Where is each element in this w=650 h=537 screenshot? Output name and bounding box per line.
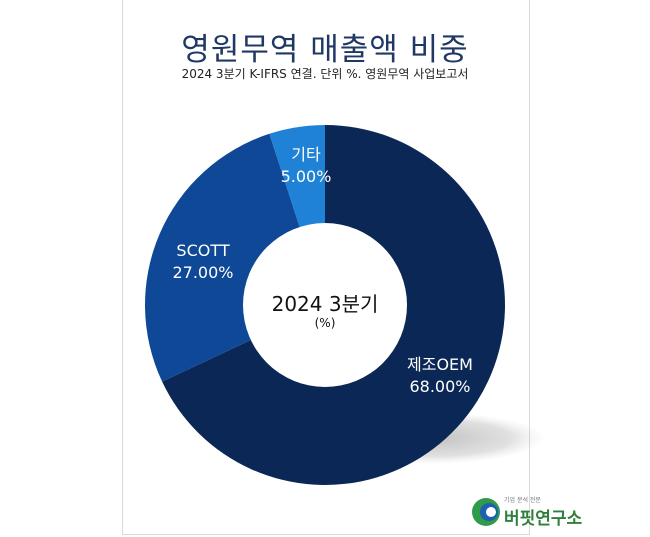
center-label: 2024 3분기 bbox=[271, 292, 379, 316]
chart-frame bbox=[122, 0, 530, 535]
logo-mark-icon bbox=[472, 498, 500, 526]
slice-value-label: 27.00% bbox=[172, 263, 234, 282]
slice-value-label: 68.00% bbox=[409, 377, 471, 396]
slice-label-scott: SCOTT 27.00% bbox=[158, 240, 248, 284]
slice-value-label: 5.00% bbox=[280, 167, 332, 186]
slice-category-label: 기타 bbox=[291, 145, 321, 164]
logo-name: 버핏연구소 bbox=[504, 509, 583, 529]
logo-tagline: 기업 분석 전문 bbox=[504, 497, 541, 504]
slice-category-label: SCOTT bbox=[176, 241, 230, 260]
slice-category-label: 제조OEM bbox=[407, 355, 473, 374]
chart-subtitle: 2024 3분기 K-IFRS 연결. 단위 %. 영원무역 사업보고서 bbox=[181, 67, 469, 81]
slice-label-other: 기타 5.00% bbox=[268, 144, 344, 188]
center-unit: (%) bbox=[314, 316, 336, 330]
slice-label-oem: 제조OEM 68.00% bbox=[392, 354, 488, 398]
brand-logo: 기업 분석 전문 버핏연구소 bbox=[470, 494, 600, 530]
chart-title: 영원무역 매출액 비중 bbox=[181, 32, 469, 68]
donut-hole bbox=[243, 223, 407, 387]
